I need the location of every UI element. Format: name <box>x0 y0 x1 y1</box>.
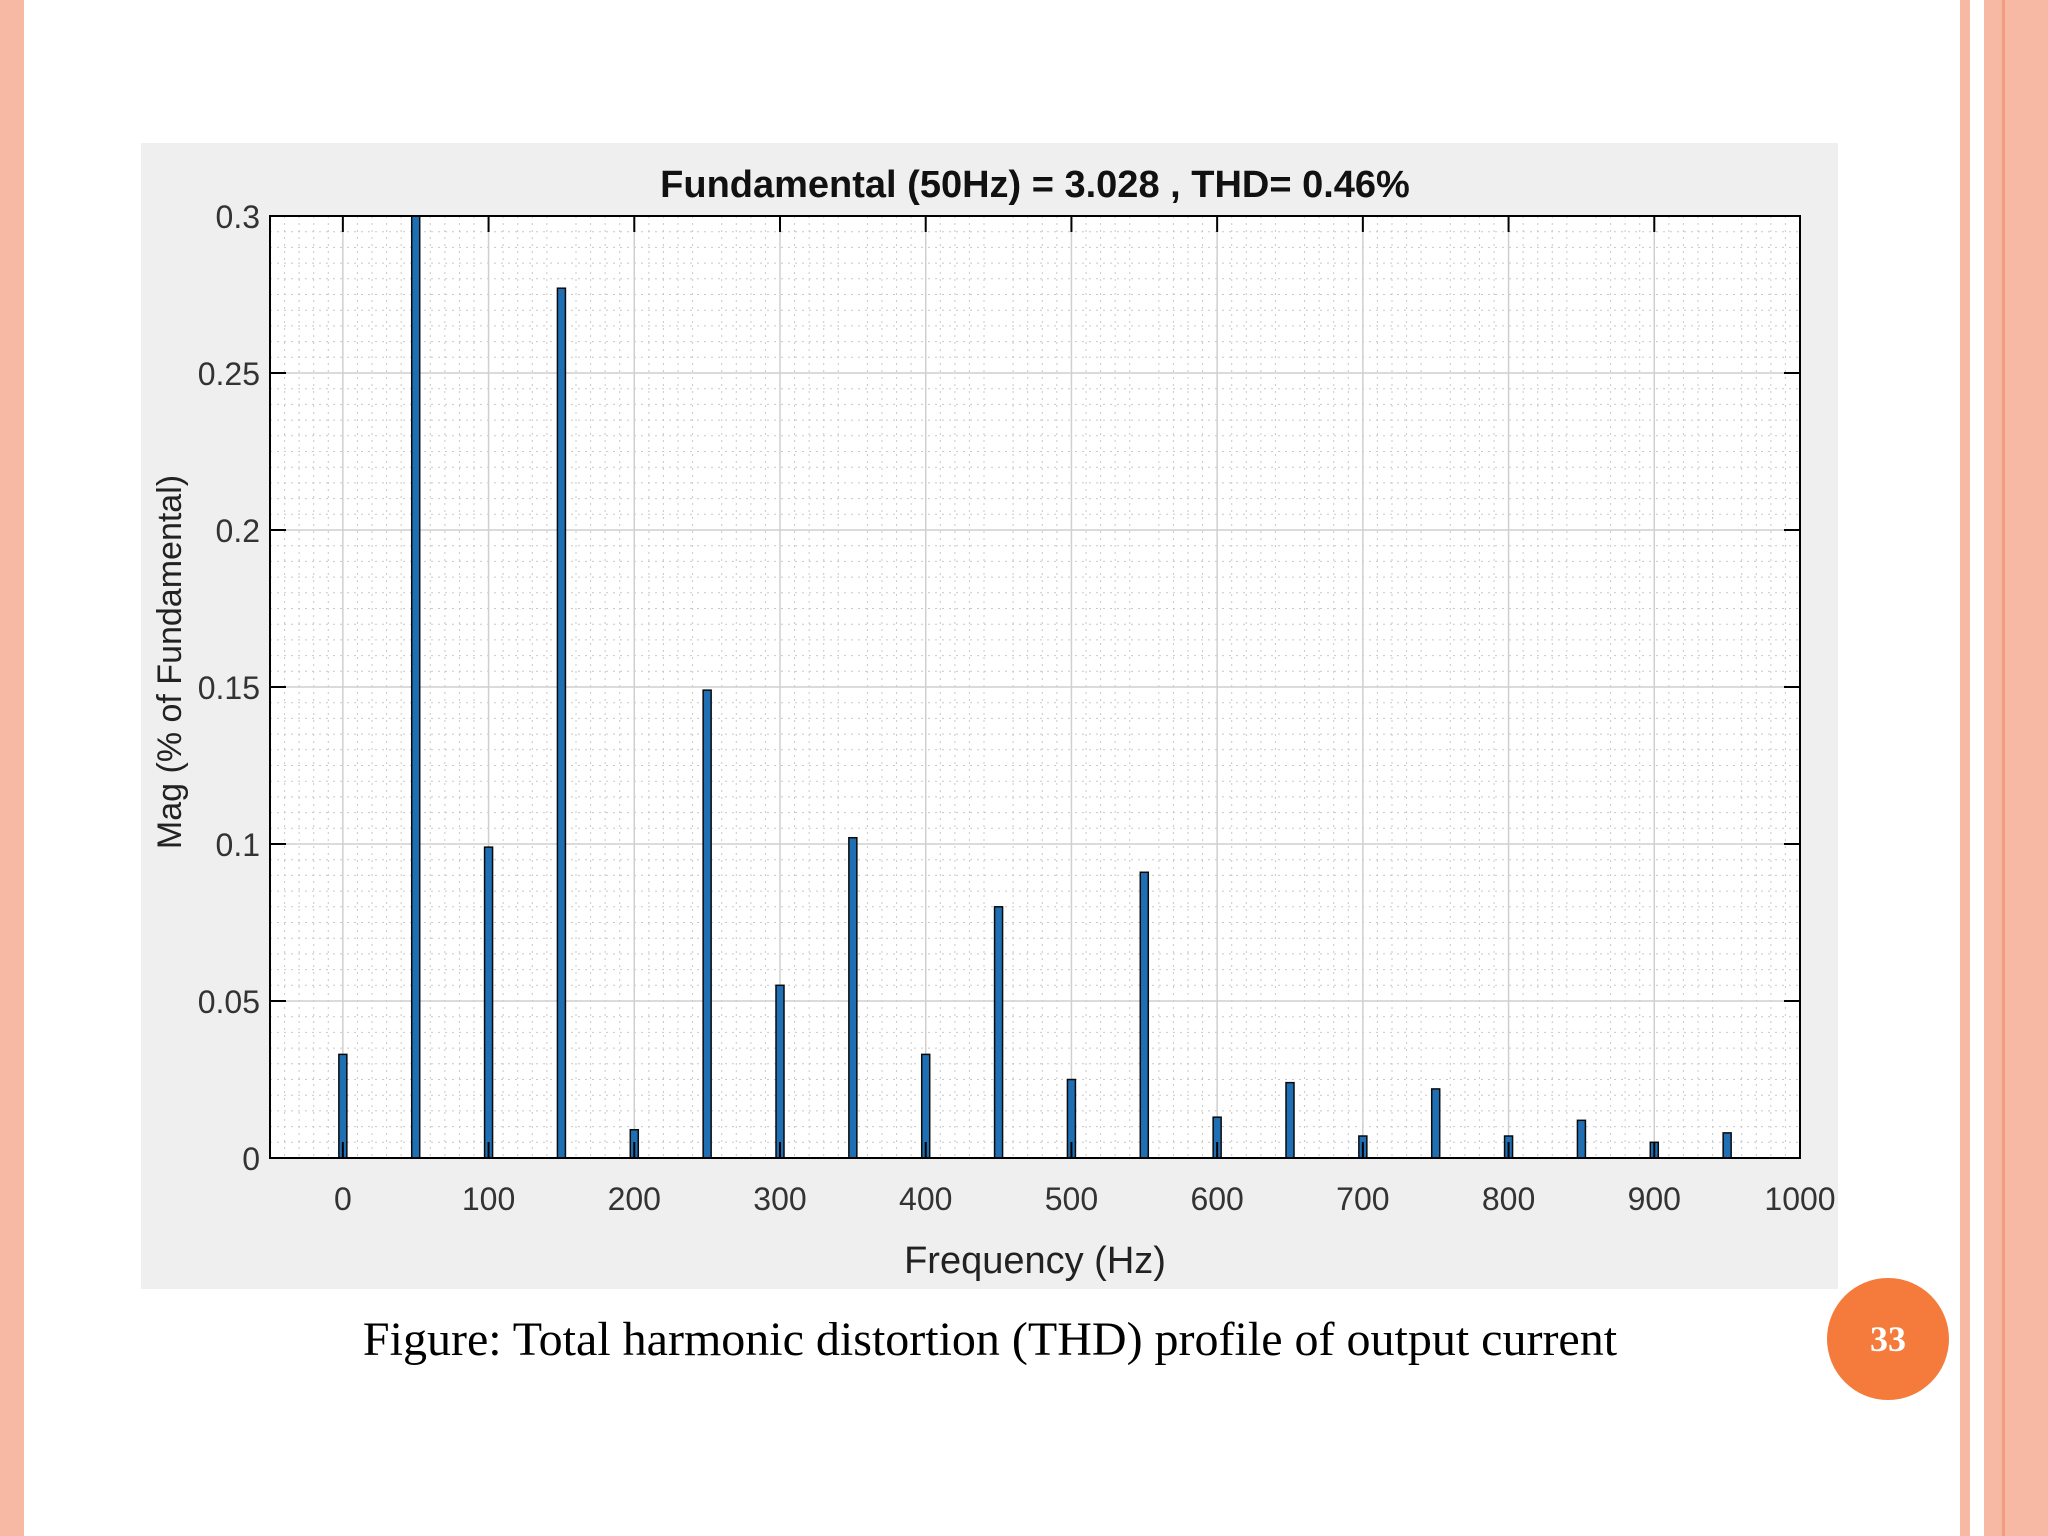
slide-right-border-inner <box>1960 0 1970 1536</box>
y-tick-label: 0.05 <box>198 984 260 1020</box>
x-tick-label: 100 <box>462 1181 515 1217</box>
page-number-badge: 33 <box>1827 1278 1949 1400</box>
grid-layer <box>270 215 1801 1159</box>
y-tick-label: 0.15 <box>198 670 260 706</box>
bar-450hz <box>993 906 1004 1159</box>
x-tick-label: 300 <box>753 1181 806 1217</box>
bar-150hz <box>556 287 567 1159</box>
slide-right-border-line <box>2002 0 2005 1536</box>
y-tick-label: 0.2 <box>216 513 260 549</box>
y-tick-label: 0.1 <box>216 827 260 863</box>
bar-950hz <box>1722 1132 1732 1159</box>
x-tick-label: 600 <box>1190 1181 1243 1217</box>
slide-left-border <box>0 0 24 1536</box>
ticks-layer: 0 100 200 300 400 500 600 700 800 900 1000 0 0.05 0.1… <box>198 199 1836 1217</box>
chart-panel: 0 100 200 300 400 500 600 700 800 900 1000 0 0.05 0.1… <box>141 143 1838 1289</box>
slide-right-border-gap <box>1970 0 1984 1536</box>
bar-850hz <box>1576 1119 1587 1159</box>
y-tick-label: 0 <box>242 1141 260 1177</box>
y-axis-label: Mag (% of Fundamental) <box>151 475 189 849</box>
x-tick-label: 1000 <box>1764 1181 1835 1217</box>
bar-650hz <box>1285 1081 1295 1159</box>
bar-750hz <box>1430 1088 1441 1159</box>
x-tick-label: 200 <box>608 1181 661 1217</box>
x-tick-label: 800 <box>1482 1181 1535 1217</box>
x-tick-label: 400 <box>899 1181 952 1217</box>
chart-title: Fundamental (50Hz) = 3.028 , THD= 0.46% <box>660 164 1410 206</box>
x-tick-label: 700 <box>1336 1181 1389 1217</box>
slide-right-border-outer <box>1984 0 2048 1536</box>
figure-caption: Figure: Total harmonic distortion (THD) … <box>362 1313 1618 1366</box>
y-tick-label: 0.25 <box>198 356 260 392</box>
x-tick-label: 0 <box>334 1181 352 1217</box>
x-tick-label: 500 <box>1045 1181 1098 1217</box>
thd-bar-chart: 0 100 200 300 400 500 600 700 800 900 1000 0 0.05 0.1… <box>151 164 1836 1282</box>
bar-300hz <box>775 984 785 1159</box>
y-tick-label: 0.3 <box>216 199 260 235</box>
bar-550hz <box>1139 871 1150 1159</box>
x-axis-label: Frequency (Hz) <box>904 1240 1166 1282</box>
bar-250hz <box>702 689 712 1159</box>
x-tick-label: 900 <box>1628 1181 1681 1217</box>
bar-350hz <box>848 836 858 1159</box>
bar-100hz <box>483 846 494 1159</box>
bar-50hz <box>410 215 421 1159</box>
